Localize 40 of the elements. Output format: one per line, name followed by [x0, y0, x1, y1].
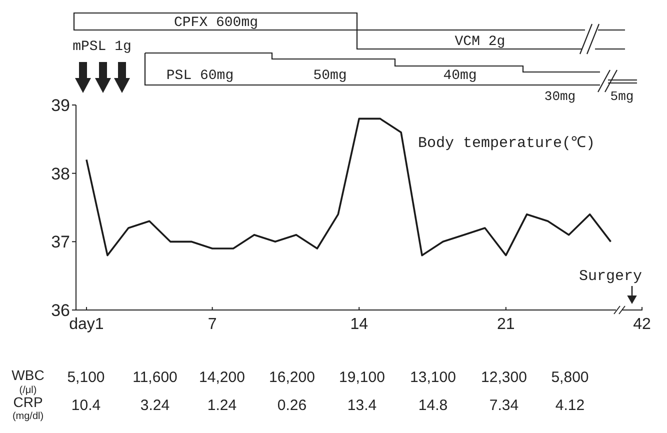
text: WBC [12, 367, 44, 383]
text: 0.26 [277, 397, 307, 414]
text: 13,100 [410, 369, 456, 386]
text: mPSL 1g [72, 39, 132, 55]
text: PSL 60mg [166, 68, 234, 84]
y-tick-label: 37 [51, 232, 70, 252]
text: 50mg [313, 68, 347, 84]
text: 1.24 [207, 397, 237, 414]
text: 19,100 [339, 369, 385, 386]
x-tick-label: 21 [497, 316, 515, 333]
text: 10.4 [71, 397, 101, 414]
text: 40mg [443, 68, 477, 84]
text: 5mg [610, 89, 634, 104]
line-series [86, 118, 612, 256]
text: 16,200 [269, 369, 315, 386]
text: 7.34 [489, 397, 519, 414]
text: 30mg [544, 89, 576, 104]
y-tick-label: 36 [51, 301, 70, 320]
text: (mg/dl) [12, 411, 44, 422]
x-tick-label: day1 [69, 316, 104, 333]
text: 42 [633, 316, 651, 333]
text: CPFX 600mg [174, 15, 258, 31]
text: (/μl) [19, 385, 37, 396]
text: 3.24 [140, 397, 170, 414]
text: CRP [13, 394, 43, 410]
y-tick-label: 38 [51, 164, 70, 184]
text: 14.8 [418, 397, 448, 414]
text: 11,600 [132, 369, 178, 386]
x-tick-label: 14 [350, 316, 368, 333]
text: 14,200 [199, 369, 245, 386]
annotation: Surgery [578, 268, 642, 285]
text: 13.4 [347, 397, 377, 414]
text: VCM 2g [454, 34, 506, 50]
text: 12,300 [481, 369, 527, 386]
text: 4.12 [555, 397, 585, 414]
series-label: Body temperature(℃) [418, 135, 596, 152]
y-tick-label: 39 [51, 96, 70, 115]
text: 5,100 [67, 369, 105, 386]
x-tick-label: 7 [208, 316, 217, 333]
text: 5,800 [551, 369, 589, 386]
